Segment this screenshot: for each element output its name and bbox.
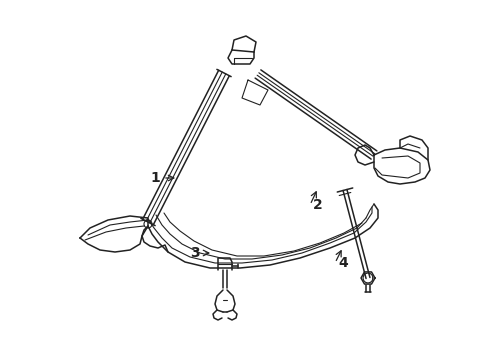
Text: 3: 3 bbox=[190, 246, 200, 260]
Text: 2: 2 bbox=[312, 198, 322, 212]
Text: 1: 1 bbox=[150, 171, 160, 185]
Text: 4: 4 bbox=[337, 256, 347, 270]
